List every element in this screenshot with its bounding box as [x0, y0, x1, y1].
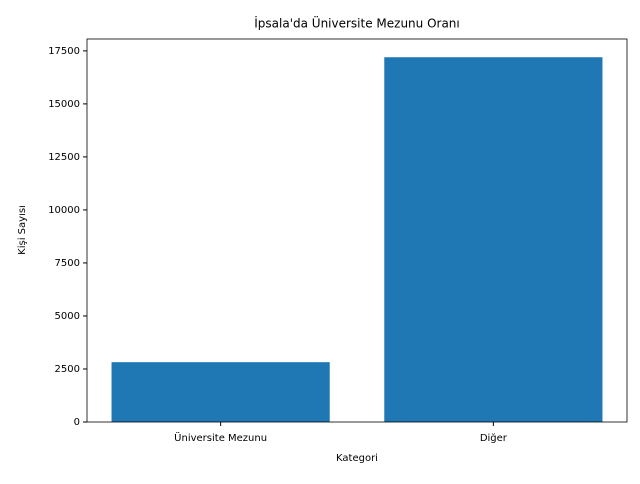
- y-tick-label: 5000: [55, 311, 80, 322]
- y-axis-label: Kişi Sayısı: [17, 205, 28, 255]
- y-tick-label: 10000: [48, 205, 80, 216]
- x-axis-label: Kategori: [336, 453, 378, 464]
- chart-title: İpsala'da Üniversite Mezunu Oranı: [254, 15, 460, 31]
- x-tick-label: Üniversite Mezunu: [174, 431, 267, 444]
- y-tick-label: 0: [74, 417, 80, 428]
- y-tick-label: 12500: [48, 152, 80, 163]
- y-tick-label: 17500: [48, 46, 80, 57]
- bar: [384, 57, 603, 422]
- y-tick-label: 15000: [48, 99, 80, 110]
- y-tick-label: 2500: [55, 364, 80, 375]
- y-tick-label: 7500: [55, 258, 80, 269]
- plot-frame: [86, 38, 628, 423]
- x-tick-label: Diğer: [480, 432, 508, 444]
- bar: [111, 362, 330, 422]
